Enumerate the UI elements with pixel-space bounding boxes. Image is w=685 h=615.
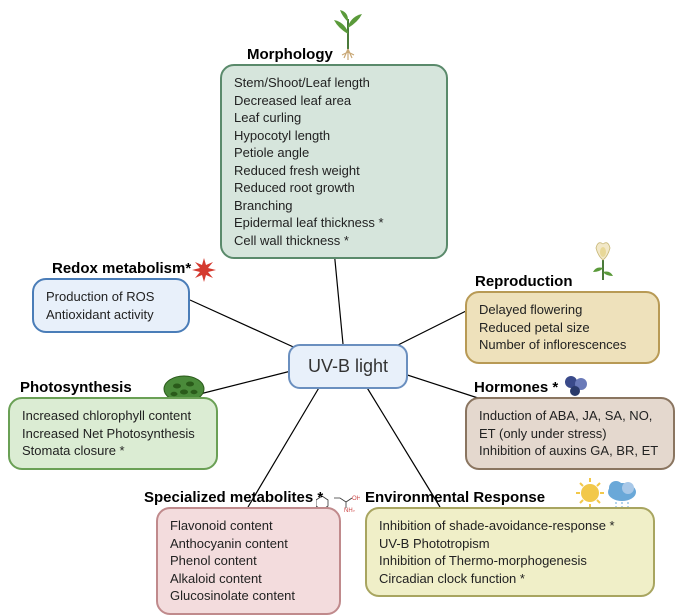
redox-title: Redox metabolism* <box>52 260 191 277</box>
center-label: UV-B light <box>308 356 388 376</box>
list-item: Cell wall thickness * <box>234 232 434 250</box>
list-item: Reduced root growth <box>234 179 434 197</box>
list-item: Branching <box>234 197 434 215</box>
list-item: Hypocotyl length <box>234 127 434 145</box>
plant-icon <box>328 4 368 62</box>
photosynthesis-title: Photosynthesis <box>20 379 132 396</box>
hormones-title: Hormones * <box>474 379 558 396</box>
list-item: Reduced petal size <box>479 319 646 337</box>
morphology-title: Morphology <box>247 46 333 63</box>
metabolites-title: Specialized metabolites * <box>144 489 323 506</box>
reproduction-title: Reproduction <box>475 273 573 290</box>
list-item: Circadian clock function * <box>379 570 641 588</box>
list-item: Increased Net Photosynthesis <box>22 425 204 443</box>
reproduction-box: Delayed flowering Reduced petal size Num… <box>465 291 660 364</box>
list-item: Glucosinolate content <box>170 587 327 605</box>
starburst-icon <box>190 256 218 284</box>
list-item: Stomata closure * <box>22 442 204 460</box>
flower-icon <box>588 238 618 288</box>
diagram-container: OH NH₂ UV-B light Morphology <box>0 0 685 615</box>
svg-text:OH: OH <box>352 496 360 502</box>
list-item: Petiole angle <box>234 144 434 162</box>
redox-box: Production of ROS Antioxidant activity <box>32 278 190 333</box>
list-item: Inhibition of auxins GA, BR, ET <box>479 442 661 460</box>
center-node: UV-B light <box>288 344 408 389</box>
dots-icon <box>562 374 590 398</box>
hormones-box: Induction of ABA, JA, SA, NO, ET (only u… <box>465 397 675 470</box>
list-item: Reduced fresh weight <box>234 162 434 180</box>
morphology-box: Stem/Shoot/Leaf length Decreased leaf ar… <box>220 64 448 259</box>
list-item: Induction of ABA, JA, SA, NO, <box>479 407 661 425</box>
list-item: Decreased leaf area <box>234 92 434 110</box>
list-item: Number of inflorescences <box>479 336 646 354</box>
list-item: Inhibition of Thermo-morphogenesis <box>379 552 641 570</box>
svg-text:NH₂: NH₂ <box>344 508 356 512</box>
list-item: ET (only under stress) <box>479 425 661 443</box>
list-item: Increased chlorophyll content <box>22 407 204 425</box>
list-item: Anthocyanin content <box>170 535 327 553</box>
list-item: Flavonoid content <box>170 517 327 535</box>
list-item: Stem/Shoot/Leaf length <box>234 74 434 92</box>
metabolites-box: Flavonoid content Anthocyanin content Ph… <box>156 507 341 615</box>
list-item: Production of ROS <box>46 288 176 306</box>
environmental-title: Environmental Response <box>365 489 545 506</box>
list-item: Inhibition of shade-avoidance-response * <box>379 517 641 535</box>
list-item: Delayed flowering <box>479 301 646 319</box>
list-item: Phenol content <box>170 552 327 570</box>
list-item: Leaf curling <box>234 109 434 127</box>
list-item: UV-B Phototropism <box>379 535 641 553</box>
list-item: Epidermal leaf thickness * <box>234 214 434 232</box>
photosynthesis-box: Increased chlorophyll content Increased … <box>8 397 218 470</box>
environmental-box: Inhibition of shade-avoidance-response *… <box>365 507 655 597</box>
list-item: Antioxidant activity <box>46 306 176 324</box>
list-item: Alkaloid content <box>170 570 327 588</box>
sun-cloud-icon <box>574 476 640 510</box>
